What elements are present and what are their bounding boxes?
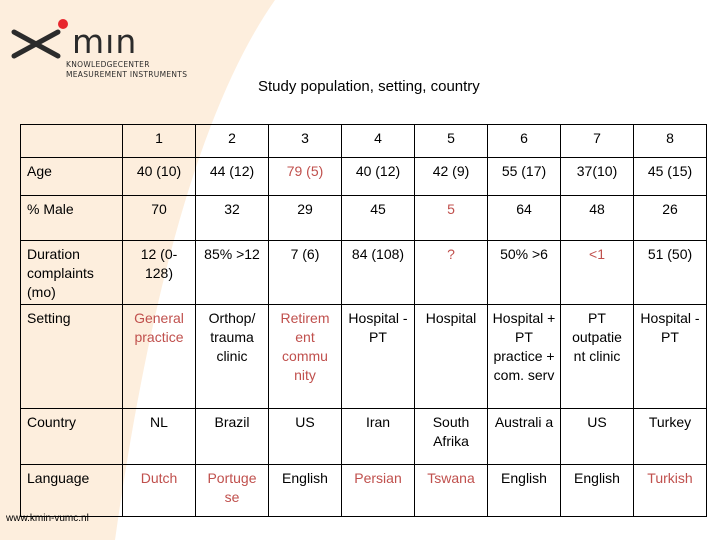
table-cell: NL — [122, 408, 196, 465]
header-cell: 5 — [414, 124, 488, 158]
table-cell: 12 (0-128) — [122, 240, 196, 305]
header-cell: 1 — [122, 124, 196, 158]
table-cell: 84 (108) — [341, 240, 415, 305]
header-cell: 8 — [633, 124, 707, 158]
table-row-male: % Male 70 32 29 45 5 64 48 26 — [20, 195, 707, 241]
table-cell: Tswana — [414, 464, 488, 517]
table-cell: 32 — [195, 195, 269, 241]
table-cell: Hospital - PT — [633, 304, 707, 409]
logo-subtitle: KNOWLEDGECENTER MEASUREMENT INSTRUMENTS — [66, 60, 266, 80]
table-cell: 85% >12 — [195, 240, 269, 305]
table-cell: 44 (12) — [195, 157, 269, 196]
table-cell: 7 (6) — [268, 240, 342, 305]
table-cell: 42 (9) — [414, 157, 488, 196]
header-cell: 4 — [341, 124, 415, 158]
header-cell — [20, 124, 123, 158]
table-cell: Orthop/ trauma clinic — [195, 304, 269, 409]
slide-title: Study population, setting, country — [258, 78, 480, 95]
header-cell: 3 — [268, 124, 342, 158]
table-cell: 29 — [268, 195, 342, 241]
table-cell: 5 — [414, 195, 488, 241]
table-cell: Iran — [341, 408, 415, 465]
table-cell: Retirem ent commu nity — [268, 304, 342, 409]
table-cell: <1 — [560, 240, 634, 305]
table-cell: 51 (50) — [633, 240, 707, 305]
table-cell: Turkey — [633, 408, 707, 465]
table-cell: ? — [414, 240, 488, 305]
table-cell: Hospital — [414, 304, 488, 409]
table-cell: 37(10) — [560, 157, 634, 196]
table-cell: General practice — [122, 304, 196, 409]
table-cell: 45 (15) — [633, 157, 707, 196]
table-cell: 40 (12) — [341, 157, 415, 196]
table-header-row: 1 2 3 4 5 6 7 8 — [20, 124, 707, 158]
table-cell: US — [268, 408, 342, 465]
logo-k-mark-icon — [11, 19, 68, 59]
table-cell: South Afrika — [414, 408, 488, 465]
study-table: 1 2 3 4 5 6 7 8 Age 40 (10) 44 (12) 79 (… — [20, 124, 707, 517]
header-cell: 6 — [487, 124, 561, 158]
logo-sub-line2: MEASUREMENT INSTRUMENTS — [66, 70, 188, 79]
table-cell: 79 (5) — [268, 157, 342, 196]
footer-url[interactable]: www.kmin-vumc.nl — [6, 513, 89, 524]
table-cell: 55 (17) — [487, 157, 561, 196]
table-cell: English — [560, 464, 634, 517]
row-label: Language — [20, 464, 123, 517]
logo-sub-line1: KNOWLEDGECENTER — [66, 60, 150, 69]
table-cell: English — [268, 464, 342, 517]
table-cell: PT outpatie nt clinic — [560, 304, 634, 409]
table-cell: English — [487, 464, 561, 517]
table-cell: 45 — [341, 195, 415, 241]
row-label: Age — [20, 157, 123, 196]
table-cell: Turkish — [633, 464, 707, 517]
table-cell: 26 — [633, 195, 707, 241]
table-cell: Hospital + PT practice + com. serv — [487, 304, 561, 409]
table-cell: 64 — [487, 195, 561, 241]
table-cell: Dutch — [122, 464, 196, 517]
row-label: % Male — [20, 195, 123, 241]
row-label: Country — [20, 408, 123, 465]
table-row-country: Country NL Brazil US Iran South Afrika A… — [20, 408, 707, 465]
table-cell: Brazil — [195, 408, 269, 465]
row-label: Duration complaints (mo) — [20, 240, 123, 305]
header-cell: 7 — [560, 124, 634, 158]
row-label: Setting — [20, 304, 123, 409]
table-cell: 40 (10) — [122, 157, 196, 196]
table-cell: Hospital - PT — [341, 304, 415, 409]
table-row-language: Language Dutch Portuge se English Persia… — [20, 464, 707, 517]
table-cell: Australi a — [487, 408, 561, 465]
table-row-age: Age 40 (10) 44 (12) 79 (5) 40 (12) 42 (9… — [20, 157, 707, 196]
table-cell: Persian — [341, 464, 415, 517]
table-row-duration: Duration complaints (mo) 12 (0-128) 85% … — [20, 240, 707, 305]
logo-wordmark: mın — [72, 22, 138, 61]
table-row-setting: Setting General practice Orthop/ trauma … — [20, 304, 707, 409]
table-cell: US — [560, 408, 634, 465]
table-cell: 48 — [560, 195, 634, 241]
table-cell: Portuge se — [195, 464, 269, 517]
table-cell: 50% >6 — [487, 240, 561, 305]
header-cell: 2 — [195, 124, 269, 158]
table-cell: 70 — [122, 195, 196, 241]
